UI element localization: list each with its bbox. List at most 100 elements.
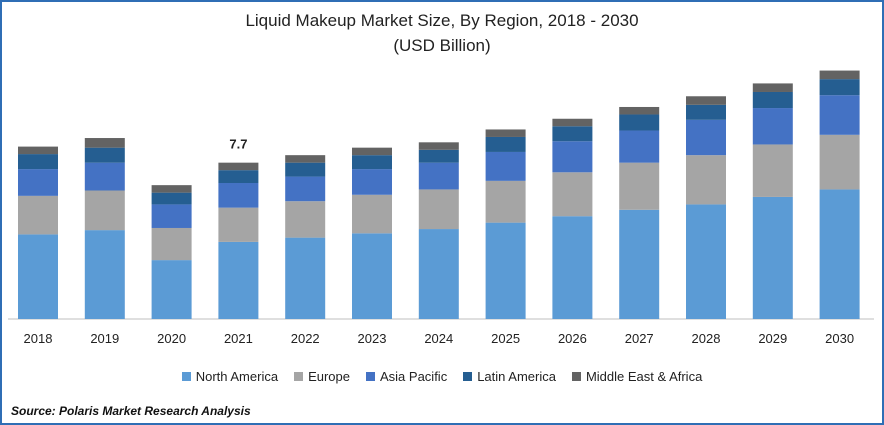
legend-swatch [366, 372, 375, 381]
x-tick-label: 2018 [24, 331, 53, 346]
bar-2020-north-america [151, 260, 192, 319]
data-label: 7.7 [229, 137, 247, 152]
bar-2027-asia-pacific [619, 130, 660, 163]
x-tick-label: 2025 [491, 331, 520, 346]
bar-2024-asia-pacific [418, 162, 459, 190]
bar-2020-europe [151, 227, 192, 261]
legend-label: Latin America [477, 369, 556, 384]
x-tick-label: 2029 [758, 331, 787, 346]
bar-2029-north-america [752, 196, 793, 319]
bar-2030-latin-america [819, 79, 860, 96]
bar-2022-middle-east-africa [285, 155, 326, 163]
x-tick-label: 2020 [157, 331, 186, 346]
bar-2029-europe [752, 144, 793, 197]
legend-item: North America [181, 369, 279, 384]
legend-swatch [463, 372, 473, 381]
bar-2025-latin-america [485, 136, 526, 152]
bar-2028-middle-east-africa [686, 96, 726, 105]
bar-2018-latin-america [18, 154, 58, 170]
chart-title: Liquid Makeup Market Size, By Region, 20… [245, 11, 639, 30]
bar-2022-europe [285, 201, 326, 238]
x-tick-label: 2019 [90, 331, 119, 346]
bar-2018-north-america [18, 234, 58, 319]
bar-2019-middle-east-africa [84, 138, 125, 148]
bar-2021-middle-east-africa [218, 162, 259, 171]
bar-2026-middle-east-africa [552, 118, 593, 127]
bar-2020-asia-pacific [151, 204, 192, 228]
x-tick-label: 2022 [291, 331, 320, 346]
legend-swatch [181, 372, 191, 381]
bar-2025-middle-east-africa [485, 129, 526, 137]
bar-2028-asia-pacific [686, 119, 726, 156]
bar-2027-middle-east-africa [619, 106, 660, 115]
x-tick-label: 2028 [692, 331, 721, 346]
chart-subtitle: (USD Billion) [393, 36, 491, 55]
bar-2024-latin-america [418, 149, 459, 163]
source-note: Source: Polaris Market Research Analysis [11, 404, 251, 418]
bar-2023-middle-east-africa [352, 147, 392, 156]
x-tick-label: 2021 [224, 331, 253, 346]
bar-2027-europe [619, 162, 660, 210]
x-tick-label: 2024 [424, 331, 453, 346]
legend-label: Middle East & Africa [585, 369, 703, 384]
bar-2024-north-america [418, 229, 459, 319]
bar-2026-north-america [552, 216, 593, 319]
bar-2021-north-america [218, 241, 259, 319]
legend-label: Europe [308, 369, 350, 384]
bar-2027-north-america [619, 209, 660, 319]
bar-2028-north-america [686, 204, 726, 319]
bar-2023-north-america [352, 233, 392, 319]
bar-2030-north-america [819, 189, 860, 319]
legend-swatch [571, 372, 581, 381]
bar-2021-latin-america [218, 170, 259, 184]
bar-2025-europe [485, 180, 526, 223]
legend-item: Asia Pacific [366, 369, 447, 384]
bar-2029-latin-america [752, 91, 793, 109]
bar-2019-north-america [84, 230, 125, 319]
bar-2024-middle-east-africa [418, 142, 459, 150]
bar-2021-asia-pacific [218, 183, 259, 208]
legend: North America Europe Asia Pacific Latin Ame… [2, 369, 882, 384]
bar-2029-asia-pacific [752, 108, 793, 145]
x-tick-label: 2030 [825, 331, 854, 346]
bar-2026-asia-pacific [552, 141, 593, 173]
legend-item: Middle East & Africa [571, 369, 703, 384]
bar-2026-europe [552, 172, 593, 217]
bar-2018-europe [18, 195, 58, 235]
legend-label: North America [195, 369, 279, 384]
bar-2027-latin-america [619, 114, 660, 131]
bar-2023-europe [352, 194, 392, 234]
bar-2026-latin-america [552, 126, 593, 142]
bar-2019-europe [84, 190, 125, 231]
x-tick-label: 2026 [558, 331, 587, 346]
bar-2025-north-america [485, 222, 526, 319]
bar-2021-europe [218, 207, 259, 242]
legend-label: Asia Pacific [380, 369, 448, 384]
bar-2023-asia-pacific [352, 169, 392, 195]
bar-2029-middle-east-africa [752, 83, 793, 92]
bar-2030-europe [819, 134, 860, 190]
bar-2028-europe [686, 155, 726, 205]
x-tick-label: 2027 [625, 331, 654, 346]
bar-2028-latin-america [686, 104, 726, 120]
bar-2022-north-america [285, 237, 326, 319]
bar-2020-middle-east-africa [151, 185, 192, 193]
bar-2030-middle-east-africa [819, 70, 860, 80]
bar-2019-latin-america [84, 147, 125, 163]
bar-2022-asia-pacific [285, 176, 326, 202]
bar-2030-asia-pacific [819, 95, 860, 135]
x-tick-label: 2023 [358, 331, 387, 346]
bar-2019-asia-pacific [84, 162, 125, 191]
stacked-bar-chart: 2018 2019 2020 2021 7.7 2022 2023 2024 2025 2026 2… [8, 70, 874, 346]
bar-2020-latin-america [151, 192, 192, 205]
bar-2022-latin-america [285, 162, 326, 177]
legend-item: Latin America [463, 369, 556, 384]
bar-2025-asia-pacific [485, 151, 526, 181]
bar-2018-asia-pacific [18, 169, 58, 196]
bar-2023-latin-america [352, 155, 392, 170]
bar-2024-europe [418, 189, 459, 230]
bar-2018-middle-east-africa [18, 146, 58, 155]
legend-swatch [294, 372, 304, 381]
legend-item: Europe [294, 369, 350, 384]
